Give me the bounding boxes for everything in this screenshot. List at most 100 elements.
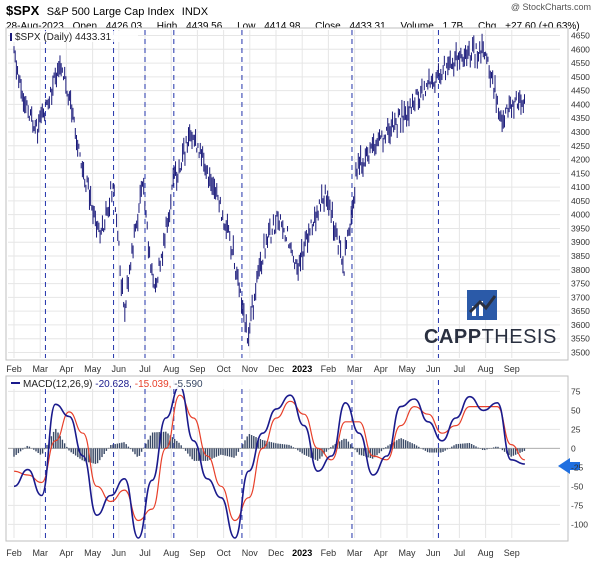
macd-legend-prefix: MACD(12,26,9) — [23, 379, 95, 390]
close-label: Close — [315, 21, 341, 32]
macd-x-tick: Apr — [374, 548, 388, 558]
macd-x-tick: Jun — [112, 548, 127, 558]
price-y-tick: 4350 — [571, 113, 590, 123]
logo-bar — [479, 301, 483, 316]
macd-y-tick: 50 — [571, 405, 581, 415]
high-label: High — [156, 21, 178, 32]
ohlc-row: 28-Aug-2023 Open 4426.03 High 4439.56 Lo… — [6, 21, 591, 32]
price-x-tick: Mar — [347, 364, 363, 374]
macd-legend-bg — [10, 378, 260, 389]
macd-legend: MACD(12,26,9) -20.628, -15.039, -5.590 — [23, 379, 203, 390]
price-y-tick: 4650 — [571, 31, 590, 41]
price-x-tick: Jun — [426, 364, 441, 374]
macd-x-tick: Jun — [426, 548, 441, 558]
signal-line — [13, 394, 526, 522]
price-y-tick: 3500 — [571, 347, 590, 357]
ticker-symbol: $SPX — [6, 3, 40, 18]
price-series — [13, 33, 526, 347]
price-x-tick: Dec — [268, 364, 285, 374]
logo-text: CAPPTHESIS — [424, 326, 557, 348]
macd-x-tick: Jul — [139, 548, 151, 558]
chg-label: Chg — [477, 21, 497, 32]
price-y-tick: 3650 — [571, 306, 590, 316]
price-y-tick: 4600 — [571, 44, 590, 54]
capp-logo: CAPPTHESIS — [424, 290, 557, 348]
index-name: S&P 500 Large Cap Index — [46, 6, 175, 18]
logo-trend — [468, 295, 497, 314]
logo-text-thesis: THESIS — [482, 326, 557, 348]
macd-x-tick: Apr — [59, 548, 73, 558]
chg-value: +27.60 (+0.63%) — [505, 21, 580, 32]
price-y-tick: 3850 — [571, 251, 590, 261]
price-x-tick: Jul — [454, 364, 466, 374]
price-y-tick: 4300 — [571, 127, 590, 137]
close-value: 4433.31 — [349, 21, 386, 32]
price-y-tick: 4150 — [571, 168, 590, 178]
price-x-tick: Sep — [504, 364, 520, 374]
price-x-tick: 2023 — [292, 364, 312, 374]
price-y-tick: 4200 — [571, 155, 590, 165]
arrow-icon — [558, 458, 580, 474]
price-y-tick: 3750 — [571, 279, 590, 289]
macd-x-tick: Sep — [504, 548, 520, 558]
price-y-tick: 4500 — [571, 72, 590, 82]
low-label: Low — [237, 21, 256, 32]
price-y-tick: 3950 — [571, 223, 590, 233]
macd-lines — [13, 385, 580, 539]
copyright: @ StockCharts.com — [510, 2, 591, 12]
price-y-tick: 3900 — [571, 237, 590, 247]
macd-x-tick: Sep — [189, 548, 205, 558]
date-label: 28-Aug-2023 — [6, 21, 64, 32]
price-y-tick: 4550 — [571, 58, 590, 68]
macd-x-tick: Aug — [163, 548, 179, 558]
open-label: Open — [72, 21, 98, 32]
macd-x-tick: 2023 — [292, 548, 312, 558]
macd-x-tick: Mar — [32, 548, 48, 558]
macd-x-tick: Feb — [321, 548, 337, 558]
volume-value: 1.7B — [442, 21, 464, 32]
price-y-tick: 4250 — [571, 141, 590, 151]
exchange-label: INDX — [181, 6, 209, 18]
macd-x-tick: Nov — [242, 548, 259, 558]
macd-x-tick: Dec — [268, 548, 285, 558]
macd-value: -20.628, — [95, 379, 134, 390]
macd-x-tick: Jul — [454, 548, 466, 558]
price-x-tick: Feb — [321, 364, 337, 374]
axis-labels: 3500 3550 3600 3650 3700 3750 3800 3850 3900 3950… — [6, 31, 590, 558]
macd-y-tick: -100 — [571, 519, 588, 529]
price-x-tick: Nov — [242, 364, 259, 374]
macd-y-tick: -50 — [571, 481, 584, 491]
price-x-tick: Jun — [112, 364, 127, 374]
hist-value: -5.590 — [174, 379, 203, 390]
macd-y-tick: 75 — [571, 386, 581, 396]
price-y-tick: 4100 — [571, 182, 590, 192]
open-value: 4426.03 — [105, 21, 143, 32]
legends: $SPX (Daily) 4433.31 MACD(12,26,9) -20.62… — [10, 31, 260, 390]
chart-header: $SPX S&P 500 Large Cap Index INDX 28-Aug… — [6, 2, 591, 32]
price-y-tick: 4400 — [571, 99, 590, 109]
price-x-tick: Feb — [6, 364, 22, 374]
high-value: 4439.56 — [186, 21, 223, 32]
price-x-tick: May — [398, 364, 416, 374]
price-y-tick: 3600 — [571, 320, 590, 330]
price-x-tick: May — [84, 364, 102, 374]
signal-value: -15.039, — [135, 379, 174, 390]
macd-y-tick: 0 — [571, 443, 576, 453]
price-x-tick: Sep — [189, 364, 205, 374]
macd-x-tick: May — [398, 548, 416, 558]
macd-y-tick: 25 — [571, 424, 581, 434]
price-x-tick: Mar — [32, 364, 48, 374]
macd-line — [13, 385, 525, 539]
macd-y-tick: -25 — [571, 462, 584, 472]
macd-x-tick: Aug — [478, 548, 494, 558]
price-x-tick: Apr — [59, 364, 73, 374]
price-x-tick: Aug — [478, 364, 494, 374]
macd-x-tick: Feb — [6, 548, 22, 558]
logo-text-capp: CAPP — [424, 326, 482, 348]
price-legend-bg — [10, 31, 138, 42]
macd-x-tick: Mar — [347, 548, 363, 558]
logo-bar — [472, 306, 476, 316]
price-x-tick: Apr — [374, 364, 388, 374]
macd-y-tick: -75 — [571, 500, 584, 510]
